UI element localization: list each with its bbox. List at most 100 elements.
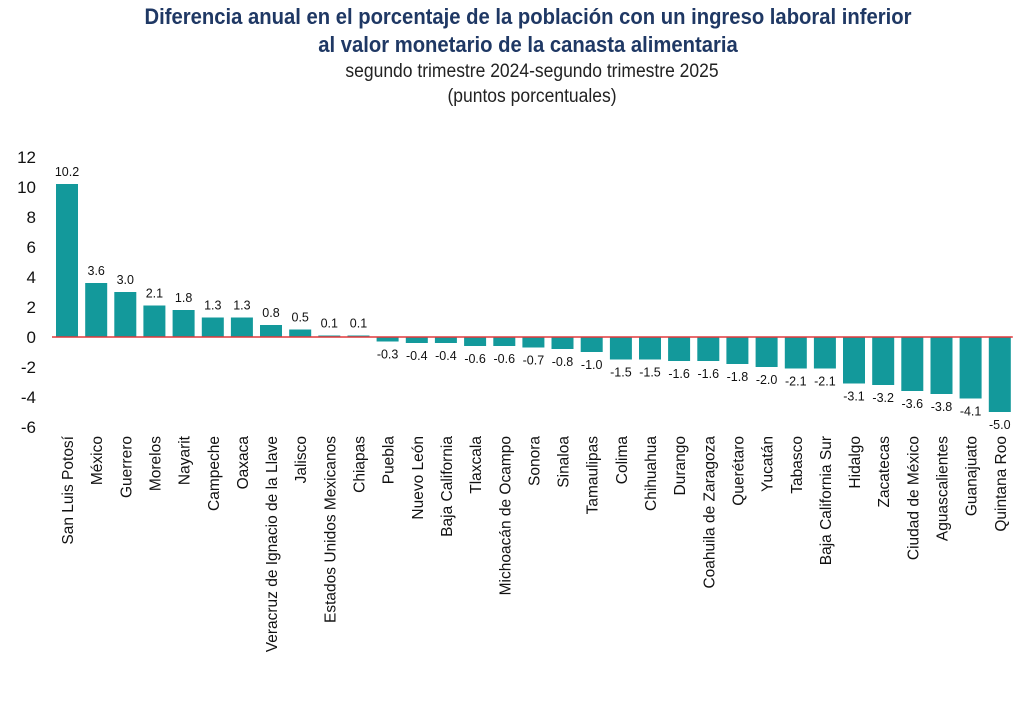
data-label: -1.5	[639, 366, 661, 380]
x-tick-label: Campeche	[206, 436, 223, 511]
data-label: -0.6	[464, 352, 486, 366]
x-tick-label: Nuevo León	[410, 436, 427, 520]
chart-units: (puntos porcentuales)	[447, 86, 617, 107]
y-axis: 12 10 8 6 4 2 0 -2 -4 -6	[17, 148, 36, 437]
bars	[56, 184, 1011, 412]
data-label: -5.0	[989, 418, 1011, 432]
data-label: 0.5	[292, 311, 309, 325]
x-tick-label: Ciudad de México	[905, 436, 922, 560]
bar	[464, 337, 487, 346]
data-label: -4.1	[960, 405, 982, 419]
y-tick-label: 8	[27, 208, 36, 227]
bar	[843, 337, 865, 384]
bar	[85, 283, 108, 337]
bar	[522, 337, 545, 348]
y-tick-label: 12	[17, 148, 36, 167]
x-tick-label: México	[89, 436, 106, 485]
bar	[230, 317, 253, 337]
data-label: -2.0	[756, 373, 778, 387]
bar	[901, 337, 924, 391]
x-tick-label: Yucatán	[760, 436, 777, 492]
y-tick-label: 6	[27, 238, 36, 257]
y-tick-label: 2	[27, 298, 36, 317]
x-tick-label: Aguascalientes	[935, 436, 952, 541]
bar	[668, 337, 691, 361]
x-tick-label: Guerrero	[118, 436, 135, 498]
bar	[201, 317, 224, 337]
bar	[755, 337, 778, 367]
bar	[639, 337, 661, 360]
x-tick-label: Quintana Roo	[993, 436, 1010, 532]
y-tick-label: 0	[27, 328, 36, 347]
data-label: 1.8	[175, 291, 192, 305]
chart-title-line-2: al valor monetario de la canasta aliment…	[318, 32, 738, 57]
x-tick-label: Nayarit	[177, 435, 194, 485]
x-tick-label: Veracruz de Ignacio de la Llave	[264, 436, 281, 652]
bar	[172, 310, 195, 337]
x-tick-label: Sonora	[526, 436, 543, 486]
data-label: -1.5	[610, 366, 632, 380]
data-label: -1.0	[581, 358, 603, 372]
data-label: -2.1	[785, 375, 807, 389]
data-label: -0.6	[494, 352, 516, 366]
bar	[114, 292, 137, 337]
bar	[784, 337, 807, 369]
x-tick-label: Zacatecas	[876, 436, 893, 508]
chart-subtitle: segundo trimestre 2024-segundo trimestre…	[345, 61, 719, 82]
bar	[609, 337, 632, 360]
data-label: 3.0	[117, 273, 134, 287]
bar	[872, 337, 895, 385]
bar	[930, 337, 953, 394]
data-label: 0.1	[321, 317, 338, 331]
x-tick-label: Tamaulipas	[585, 436, 602, 515]
data-label: -0.3	[377, 348, 399, 362]
data-label: 2.1	[146, 287, 163, 301]
bar	[405, 337, 428, 343]
x-tick-label: Baja California Sur	[818, 436, 835, 565]
data-label: -3.6	[902, 397, 924, 411]
chart-title-line-1: Diferencia anual en el porcentaje de la …	[144, 4, 912, 29]
data-label: -1.6	[668, 367, 690, 381]
bar	[143, 305, 166, 337]
data-label: 0.8	[262, 306, 279, 320]
data-label: -2.1	[814, 375, 836, 389]
x-tick-label: Tabasco	[789, 436, 806, 494]
x-tick-label: Chihuahua	[643, 436, 660, 511]
x-tick-label: Hidalgo	[847, 436, 864, 489]
data-label: -1.6	[698, 367, 720, 381]
x-tick-label: Guanajuato	[964, 436, 981, 516]
y-tick-label: -2	[21, 358, 36, 377]
x-tick-label: Oaxaca	[235, 436, 252, 490]
data-label: -3.2	[872, 391, 894, 405]
bar	[56, 184, 78, 337]
data-label: 3.6	[88, 264, 105, 278]
bar	[988, 337, 1011, 412]
bar	[959, 337, 982, 399]
x-tick-label: Puebla	[381, 436, 398, 485]
x-tick-label: Chiapas	[352, 436, 369, 493]
data-label: 1.3	[204, 299, 221, 313]
y-tick-label: -6	[21, 418, 36, 437]
data-label: 0.1	[350, 317, 367, 331]
x-axis-labels: San Luis Potosí México Guerrero Morelos Naya…	[60, 435, 1010, 652]
bar	[697, 337, 720, 361]
data-label: 10.2	[55, 165, 79, 179]
x-tick-label: Durango	[672, 436, 689, 495]
x-tick-label: Jalisco	[293, 436, 310, 483]
x-tick-label: Querétaro	[730, 436, 747, 506]
x-tick-label: San Luis Potosí	[60, 435, 77, 544]
y-tick-label: -4	[21, 388, 36, 407]
x-tick-label: Coahuila de Zaragoza	[701, 436, 718, 589]
x-tick-label: Tlaxcala	[468, 436, 485, 494]
bar	[434, 337, 457, 343]
y-tick-label: 10	[17, 178, 36, 197]
bar	[580, 337, 603, 352]
data-label: 1.3	[233, 299, 250, 313]
data-label: -0.7	[523, 354, 545, 368]
bar	[493, 337, 516, 346]
bar	[260, 325, 282, 337]
data-labels: 10.2 3.6 3.0 2.1 1.8 1.3 1.3 0.8 0.5 0.1 0.1 -0.3 -0…	[55, 165, 1011, 432]
x-tick-label: Baja California	[439, 436, 456, 537]
data-label: -0.4	[435, 349, 457, 363]
